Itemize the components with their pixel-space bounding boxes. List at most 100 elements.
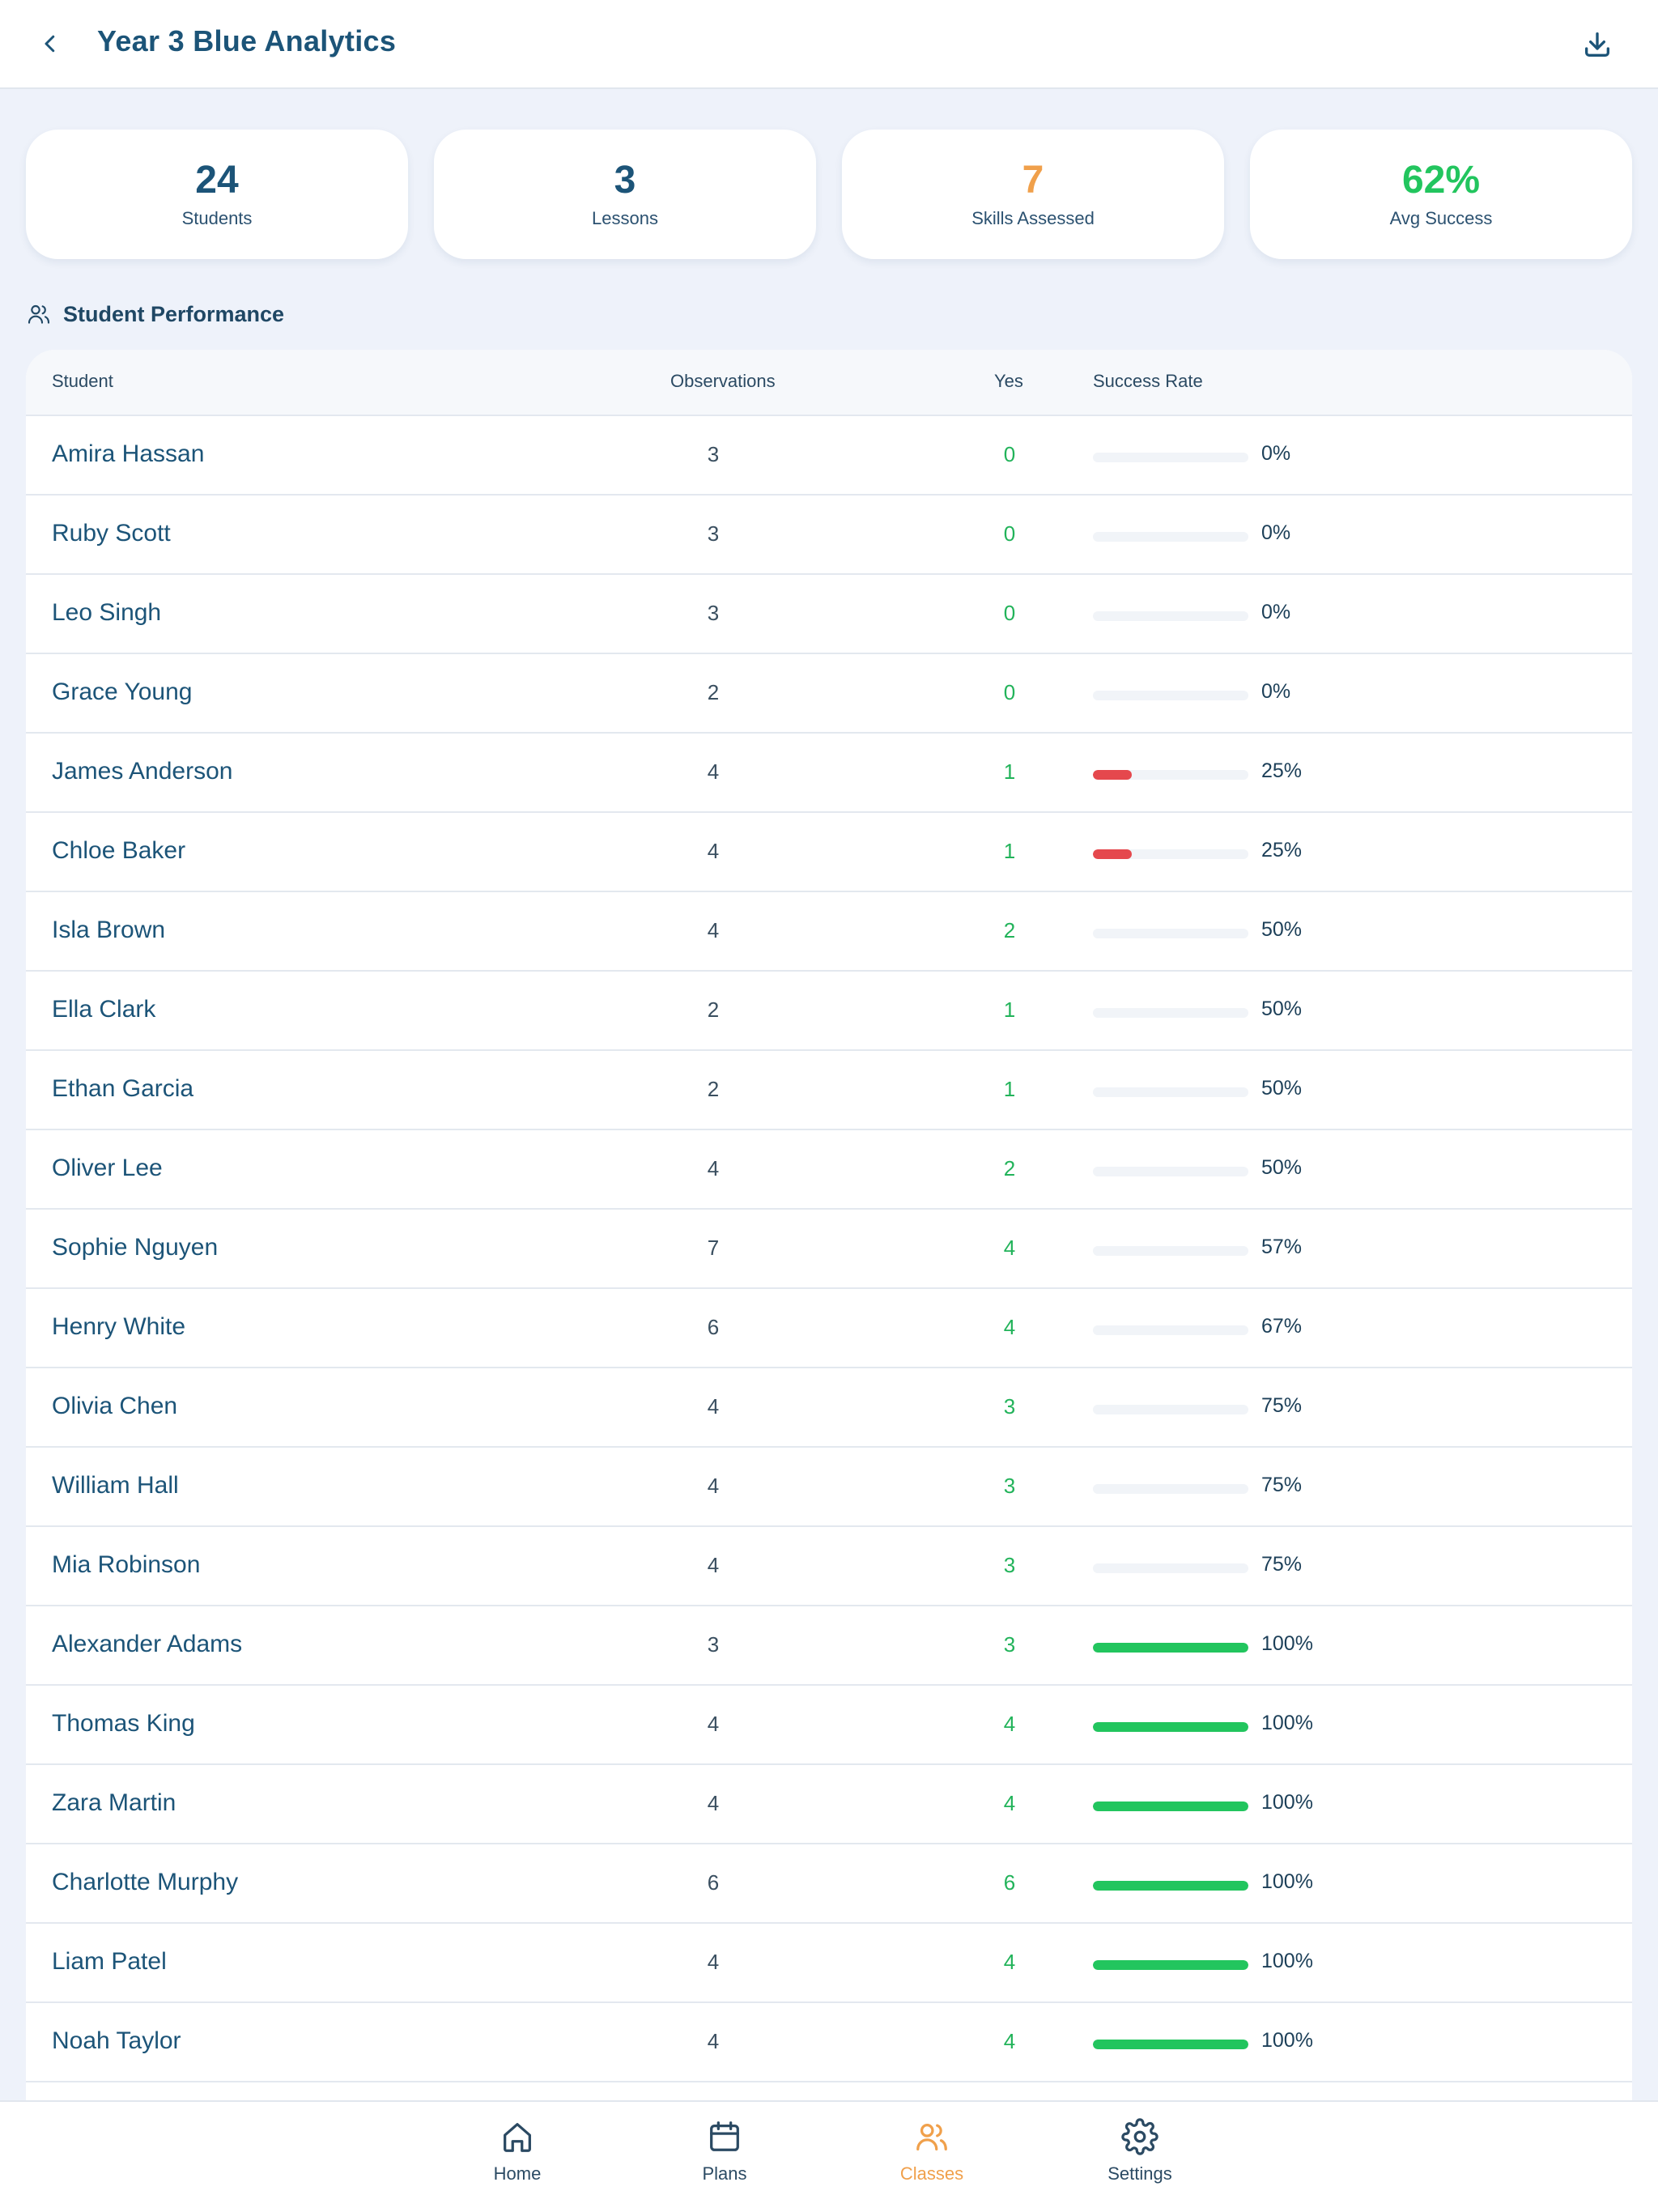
section-heading: Student Performance: [26, 298, 284, 330]
student-name[interactable]: Ruby Scott: [52, 520, 171, 547]
success-rate-bar-fill: [1093, 1563, 1209, 1573]
stats-row: 24 Students 3 Lessons 7 Skills Assessed …: [26, 130, 1632, 259]
column-header-observations[interactable]: Observations: [670, 371, 776, 391]
observations-count: 2: [707, 998, 720, 1022]
success-rate-bar: [1093, 1246, 1248, 1256]
success-rate-bar-fill: [1093, 1484, 1209, 1494]
table-row[interactable]: Leo Singh 3 0 0%: [26, 575, 1632, 654]
column-header-yes[interactable]: Yes: [994, 371, 1023, 391]
table-row[interactable]: Oliver Lee 4 2 50%: [26, 1130, 1632, 1210]
success-rate-bar-fill: [1093, 929, 1171, 938]
table-row[interactable]: Chloe Baker 4 1 25%: [26, 813, 1632, 892]
student-name[interactable]: Thomas King: [52, 1710, 195, 1737]
student-name[interactable]: Noah Taylor: [52, 2027, 181, 2054]
success-rate-bar: [1093, 1802, 1248, 1811]
yes-count: 3: [1003, 1474, 1016, 1498]
success-rate-value: 25%: [1261, 759, 1303, 782]
nav-label: Settings: [1107, 2163, 1172, 2184]
success-rate-bar: [1093, 532, 1248, 542]
column-header-success-rate[interactable]: Success Rate: [1093, 371, 1203, 391]
student-name[interactable]: Ethan Garcia: [52, 1075, 194, 1102]
chevron-left-icon: [45, 35, 55, 53]
student-name[interactable]: Oliver Lee: [52, 1155, 163, 1181]
table-row[interactable]: Ella Clark 2 1 50%: [26, 972, 1632, 1051]
student-name[interactable]: Leo Singh: [52, 599, 162, 626]
observations-count: 6: [707, 1315, 720, 1339]
back-button[interactable]: [32, 26, 68, 62]
column-header-student[interactable]: Student: [52, 371, 113, 391]
table-row[interactable]: Grace Young 2 0 0%: [26, 654, 1632, 734]
student-name[interactable]: Isla Brown: [52, 917, 166, 943]
table-row[interactable]: Sophie Nguyen 7 4 57%: [26, 1210, 1632, 1289]
student-name[interactable]: William Hall: [52, 1472, 179, 1499]
table-row[interactable]: William Hall 4 3 75%: [26, 1448, 1632, 1527]
table-row[interactable]: Zara Martin 4 4 100%: [26, 1765, 1632, 1844]
table-row[interactable]: Liam Patel 4 4 100%: [26, 1924, 1632, 2003]
table-row[interactable]: Amira Hassan 3 0 0%: [26, 416, 1632, 496]
nav-label: Classes: [899, 2163, 964, 2184]
table-row[interactable]: Ethan Garcia 2 1 50%: [26, 1051, 1632, 1130]
table-row[interactable]: Olivia Chen 4 3 75%: [26, 1368, 1632, 1448]
download-button[interactable]: [1579, 26, 1616, 63]
student-name[interactable]: Ella Clark: [52, 996, 156, 1023]
success-rate-value: 50%: [1261, 998, 1303, 1020]
student-name[interactable]: Olivia Chen: [52, 1393, 178, 1419]
table-row[interactable]: Henry White 6 4 67%: [26, 1289, 1632, 1368]
download-icon: [1585, 32, 1609, 57]
success-rate-value: 75%: [1261, 1474, 1303, 1496]
observations-count: 3: [707, 442, 720, 466]
observations-count: 7: [707, 1236, 720, 1260]
student-name[interactable]: Amira Hassan: [52, 440, 205, 467]
success-rate-value: 57%: [1261, 1236, 1303, 1258]
success-rate-bar: [1093, 691, 1248, 700]
yes-count: 1: [1003, 1077, 1016, 1101]
yes-count: 0: [1003, 442, 1016, 466]
success-rate-value: 50%: [1261, 1156, 1303, 1179]
nav-item-classes[interactable]: Classes: [867, 2118, 997, 2199]
student-name[interactable]: Grace Young: [52, 678, 193, 705]
table-row[interactable]: Charlotte Murphy 6 6 100%: [26, 1844, 1632, 1924]
student-name[interactable]: Sophie Nguyen: [52, 1234, 219, 1261]
gear-icon: [1121, 2118, 1158, 2155]
observations-count: 4: [707, 1156, 720, 1180]
student-name[interactable]: Henry White: [52, 1313, 186, 1340]
observations-count: 2: [707, 1077, 720, 1101]
student-name[interactable]: James Anderson: [52, 758, 233, 785]
success-rate-value: 100%: [1261, 1791, 1313, 1814]
yes-count: 0: [1003, 680, 1016, 704]
stat-label: Lessons: [592, 208, 658, 229]
success-rate-bar-fill: [1093, 1325, 1197, 1335]
nav-item-home[interactable]: Home: [453, 2118, 582, 2199]
success-rate-bar-fill: [1093, 1008, 1171, 1018]
success-rate-bar: [1093, 1722, 1248, 1732]
table-row[interactable]: Ruby Scott 3 0 0%: [26, 496, 1632, 575]
student-name[interactable]: Alexander Adams: [52, 1631, 243, 1657]
student-name[interactable]: Chloe Baker: [52, 837, 186, 864]
table-row[interactable]: Isla Brown 4 2 50%: [26, 892, 1632, 972]
nav-item-plans[interactable]: Plans: [660, 2118, 789, 2199]
table-row[interactable]: Mia Robinson 4 3 75%: [26, 1527, 1632, 1606]
table-row[interactable]: Thomas King 4 4 100%: [26, 1686, 1632, 1765]
success-rate-bar: [1093, 1087, 1248, 1097]
student-name[interactable]: Liam Patel: [52, 1948, 167, 1975]
success-rate-value: 0%: [1261, 601, 1291, 623]
student-name[interactable]: Charlotte Murphy: [52, 1869, 239, 1895]
observations-count: 4: [707, 1474, 720, 1498]
table-row[interactable]: Alexander Adams 3 3 100%: [26, 1606, 1632, 1686]
nav-item-settings[interactable]: Settings: [1075, 2118, 1205, 2199]
observations-count: 6: [707, 1870, 720, 1895]
table-row[interactable]: Noah Taylor 4 4 100%: [26, 2003, 1632, 2082]
student-name[interactable]: Mia Robinson: [52, 1551, 201, 1578]
success-rate-value: 0%: [1261, 521, 1291, 544]
success-rate-bar-fill: [1093, 1087, 1171, 1097]
stat-value: 62%: [1401, 158, 1481, 202]
bottom-nav: Home Plans Classes Settings: [0, 2100, 1658, 2212]
student-name[interactable]: Zara Martin: [52, 1789, 176, 1816]
success-rate-bar-fill: [1093, 770, 1132, 780]
yes-count: 2: [1003, 1156, 1016, 1180]
users-icon: [28, 304, 50, 324]
success-rate-value: 0%: [1261, 680, 1291, 703]
table-row[interactable]: James Anderson 4 1 25%: [26, 734, 1632, 813]
success-rate-bar: [1093, 611, 1248, 621]
success-rate-bar-fill: [1093, 2040, 1248, 2049]
